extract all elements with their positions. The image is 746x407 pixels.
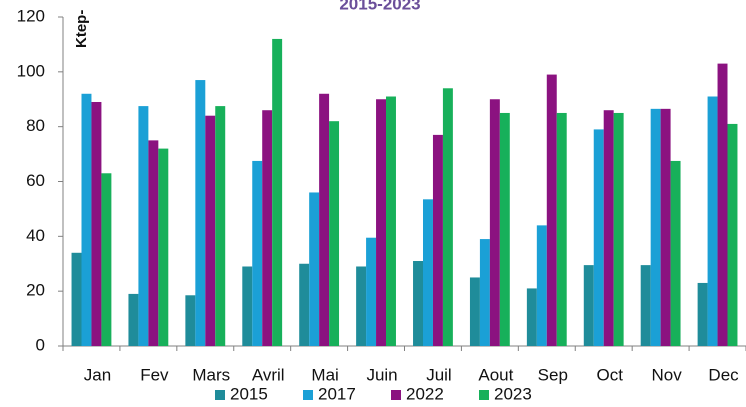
y-tick-label: 120 bbox=[17, 6, 45, 25]
chart-title: 2015-2023 bbox=[339, 0, 420, 13]
bar bbox=[329, 121, 340, 346]
legend-label: 2023 bbox=[494, 384, 532, 403]
bar bbox=[613, 112, 624, 346]
x-tick-label: Mars bbox=[192, 365, 230, 384]
x-tick-label: Sep bbox=[538, 365, 568, 384]
y-tick-label: 40 bbox=[26, 226, 45, 245]
x-tick-label: Dec bbox=[708, 365, 739, 384]
bar bbox=[242, 266, 253, 346]
x-tick-label: Juin bbox=[366, 365, 397, 384]
bar bbox=[272, 38, 283, 346]
bar bbox=[640, 265, 651, 346]
bar bbox=[499, 112, 510, 346]
bar bbox=[422, 199, 433, 346]
bar bbox=[546, 74, 557, 346]
bar bbox=[376, 99, 387, 346]
legend-swatch bbox=[215, 390, 225, 400]
bar bbox=[603, 110, 614, 346]
bar bbox=[252, 160, 263, 346]
bar bbox=[660, 108, 671, 347]
bar bbox=[299, 263, 310, 346]
bar bbox=[593, 129, 604, 346]
bar bbox=[71, 252, 82, 346]
bar bbox=[309, 192, 320, 346]
x-tick-label: Nov bbox=[652, 365, 683, 384]
bar bbox=[386, 96, 396, 346]
y-tick-label: 80 bbox=[26, 116, 45, 135]
bar bbox=[366, 237, 377, 346]
bar bbox=[536, 225, 547, 346]
x-tick-label: Jan bbox=[84, 365, 111, 384]
bar bbox=[158, 148, 169, 346]
bar bbox=[413, 261, 423, 346]
bar bbox=[128, 293, 139, 346]
y-tick-label: 60 bbox=[26, 171, 45, 190]
bar bbox=[697, 282, 708, 346]
y-tick-label: 20 bbox=[26, 281, 45, 300]
x-tick-label: Oct bbox=[596, 365, 623, 384]
bar bbox=[101, 173, 112, 346]
bar bbox=[556, 112, 567, 346]
bar bbox=[727, 123, 738, 346]
bar bbox=[442, 88, 453, 347]
bar bbox=[356, 266, 367, 346]
bar bbox=[81, 93, 92, 347]
bar bbox=[670, 160, 681, 346]
legend-label: 2017 bbox=[318, 384, 356, 403]
bar bbox=[707, 96, 718, 346]
bar bbox=[319, 93, 330, 347]
legend-label: 2015 bbox=[230, 384, 268, 403]
bar bbox=[185, 295, 196, 346]
legend-swatch bbox=[391, 390, 401, 400]
bar bbox=[583, 265, 594, 346]
bar bbox=[262, 110, 273, 346]
bar bbox=[91, 101, 102, 346]
bar bbox=[432, 134, 443, 346]
y-tick-label: 0 bbox=[36, 335, 45, 354]
bar bbox=[479, 239, 490, 346]
bar bbox=[526, 288, 537, 346]
x-tick-label: Fev bbox=[140, 365, 169, 384]
bar bbox=[650, 108, 661, 347]
bar bbox=[138, 106, 149, 347]
bar bbox=[205, 115, 216, 346]
y-axis-label: Ktep- bbox=[73, 10, 90, 48]
legend-swatch bbox=[303, 390, 313, 400]
y-tick-label: 100 bbox=[17, 61, 45, 80]
legend-swatch bbox=[479, 390, 489, 400]
bar bbox=[489, 99, 500, 346]
x-tick-label: Avril bbox=[252, 365, 285, 384]
bar bbox=[469, 277, 480, 346]
bar bbox=[148, 140, 159, 346]
x-tick-label: Aout bbox=[478, 365, 513, 384]
bar bbox=[195, 80, 206, 346]
bar bbox=[215, 106, 226, 347]
x-tick-label: Juil bbox=[426, 365, 452, 384]
bar bbox=[717, 63, 728, 346]
legend-label: 2022 bbox=[406, 384, 444, 403]
x-tick-label: Mai bbox=[311, 365, 338, 384]
